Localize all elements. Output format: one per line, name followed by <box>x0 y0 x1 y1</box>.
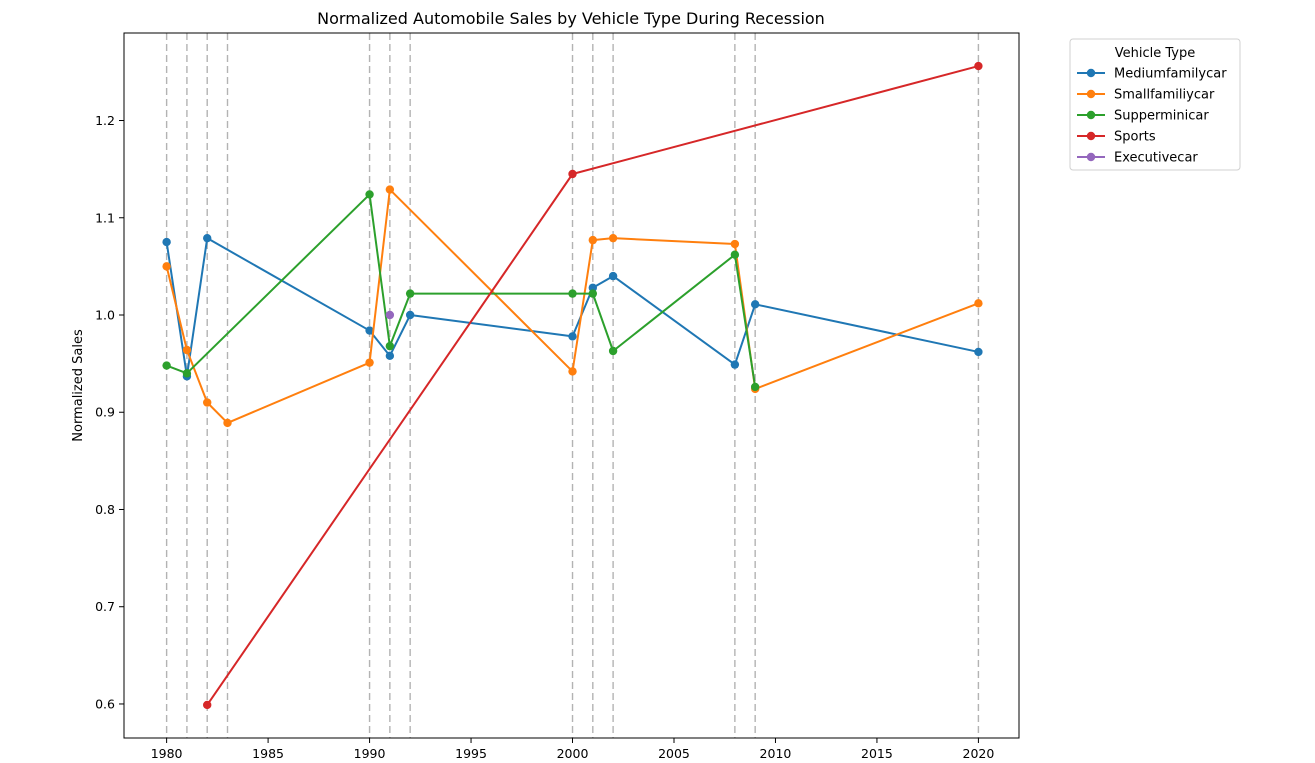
series-executivecar <box>385 310 395 320</box>
data-point <box>608 346 618 356</box>
y-tick-label: 1.1 <box>95 210 115 225</box>
legend-item: Executivecar <box>1077 151 1198 166</box>
x-tick-label: 2005 <box>658 746 690 761</box>
legend: Vehicle Type Mediumfamilycar Smallfamiliy… <box>1069 38 1241 171</box>
legend-frame <box>1069 38 1241 171</box>
x-tick-label: 2010 <box>760 746 792 761</box>
x-tick-label: 2000 <box>557 746 589 761</box>
recession-lines <box>165 33 980 738</box>
legend-item: Mediumfamilycar <box>1077 67 1227 82</box>
data-point <box>182 345 192 355</box>
legend-items: Mediumfamilycar Smallfamiliycar Suppermini… <box>1077 67 1227 166</box>
legend-marker <box>1086 110 1096 120</box>
data-point <box>730 239 740 249</box>
data-point <box>568 169 577 179</box>
data-point <box>223 418 232 428</box>
legend-marker <box>1086 89 1096 99</box>
y-tick-label: 1.0 <box>95 308 115 323</box>
y-axis-label: Normalized Sales <box>71 329 86 442</box>
legend-label: Smallfamiliycar <box>1114 88 1215 103</box>
data-point <box>974 347 983 357</box>
series-line <box>165 237 979 378</box>
data-point <box>405 310 415 320</box>
data-point <box>568 367 577 376</box>
y-tick-label: 0.8 <box>95 502 115 517</box>
data-point <box>385 351 395 361</box>
x-tick-label: 2020 <box>963 746 995 761</box>
legend-marker <box>1086 131 1096 141</box>
data-point <box>730 250 740 259</box>
data-point <box>750 300 760 309</box>
data-point <box>750 382 760 392</box>
data-point <box>588 235 598 245</box>
data-point <box>568 289 577 298</box>
x-tick-label: 2015 <box>861 746 893 761</box>
data-point <box>730 360 740 369</box>
data-point <box>365 326 374 335</box>
data-point <box>385 185 395 194</box>
y-tick-label: 0.7 <box>95 599 115 614</box>
data-point <box>203 700 212 710</box>
legend-label: Mediumfamilycar <box>1114 67 1227 82</box>
data-point <box>588 289 598 298</box>
series-mediumfamilycar <box>162 233 983 381</box>
legend-marker <box>1086 68 1096 78</box>
chart-title: Normalized Automobile Sales by Vehicle T… <box>317 9 825 28</box>
data-point <box>182 369 192 378</box>
legend-title: Vehicle Type <box>1115 46 1195 61</box>
data-point <box>974 299 983 308</box>
plot-area-frame <box>123 32 1020 739</box>
series-supperminicar <box>162 190 760 392</box>
data-point <box>588 283 598 292</box>
data-point <box>608 233 618 243</box>
data-point <box>608 271 618 281</box>
series-line <box>165 188 979 424</box>
data-point <box>974 61 983 71</box>
data-point <box>385 341 395 351</box>
series-smallfamiliycar <box>162 185 983 428</box>
legend-item: Supperminicar <box>1077 109 1209 124</box>
y-tick-label: 1.2 <box>95 113 115 128</box>
legend-item: Smallfamiliycar <box>1077 88 1215 103</box>
data-point <box>568 332 577 341</box>
data-point <box>203 398 212 407</box>
x-tick-label: 1985 <box>252 746 284 761</box>
data-point <box>365 190 374 199</box>
legend-label: Executivecar <box>1114 151 1198 166</box>
data-point <box>162 361 171 370</box>
data-point <box>405 289 415 298</box>
data-point <box>385 310 395 320</box>
y-tick-label: 0.9 <box>95 405 115 420</box>
legend-item: Sports <box>1077 130 1156 145</box>
series-line <box>166 193 757 388</box>
x-tick-label: 1995 <box>455 746 487 761</box>
data-point <box>365 358 374 367</box>
x-axis: 1980 1985 1990 1995 2000 2005 2010 2015 2020 <box>151 738 995 761</box>
data-point <box>203 233 212 243</box>
x-tick-label: 1990 <box>354 746 386 761</box>
data-point <box>162 262 171 271</box>
legend-label: Supperminicar <box>1114 109 1209 124</box>
x-tick-label: 1980 <box>151 746 183 761</box>
legend-label: Sports <box>1114 130 1156 145</box>
y-tick-label: 0.6 <box>95 696 115 711</box>
series-layer <box>162 61 983 710</box>
series-sports <box>203 61 983 710</box>
y-axis: 0.6 0.7 0.8 0.9 1.0 1.1 1.2 <box>95 113 124 711</box>
legend-marker <box>1086 152 1096 162</box>
data-point <box>162 237 171 247</box>
